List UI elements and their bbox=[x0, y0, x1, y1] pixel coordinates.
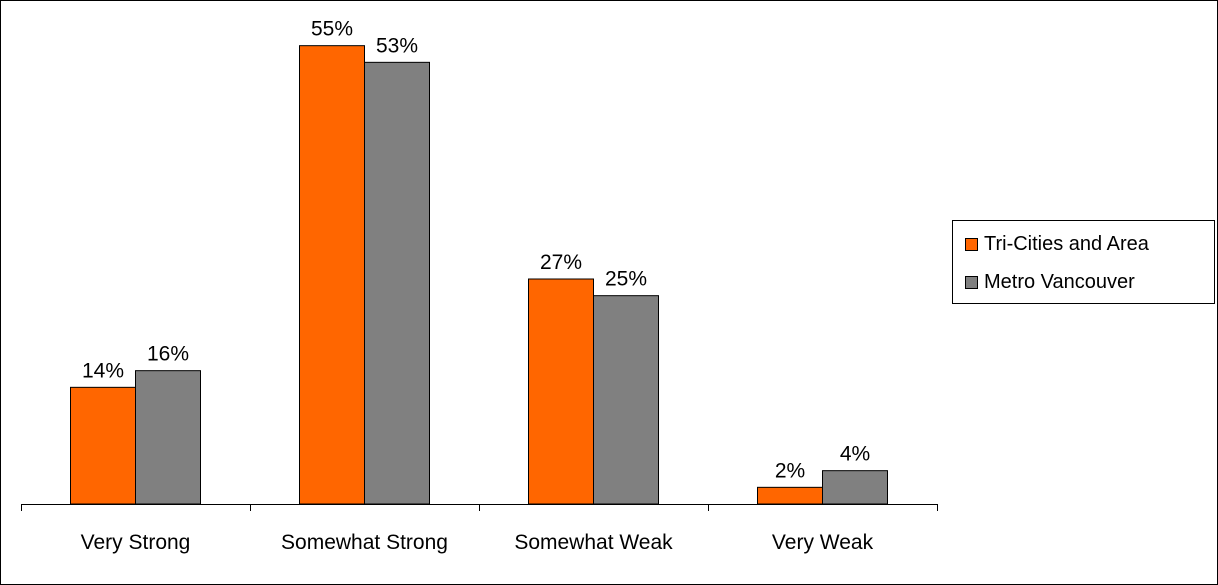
bar-metro-vancouver-somewhat-strong bbox=[364, 61, 430, 505]
legend: Tri-Cities and Area Metro Vancouver bbox=[952, 220, 1215, 304]
bar-tri-cities-and-area-somewhat-weak bbox=[528, 278, 594, 505]
x-tick-label-somewhat-strong: Somewhat Strong bbox=[281, 531, 448, 554]
bar-tri-cities-and-area-somewhat-strong bbox=[299, 45, 365, 505]
legend-item-metro-vancouver: Metro Vancouver bbox=[965, 271, 1135, 294]
legend-swatch-metro-vancouver bbox=[965, 276, 978, 289]
data-label-metro-vancouver-very-strong: 16% bbox=[147, 343, 189, 366]
bar-metro-vancouver-very-strong bbox=[135, 370, 201, 505]
bar-metro-vancouver-somewhat-weak bbox=[593, 295, 659, 505]
x-tick-label-somewhat-weak: Somewhat Weak bbox=[514, 531, 673, 554]
data-label-tri-cities-and-area-very-weak: 2% bbox=[775, 459, 805, 482]
data-label-tri-cities-and-area-somewhat-weak: 27% bbox=[540, 251, 582, 274]
data-label-metro-vancouver-somewhat-strong: 53% bbox=[376, 34, 418, 57]
data-label-metro-vancouver-somewhat-weak: 25% bbox=[605, 268, 647, 291]
data-label-tri-cities-and-area-somewhat-strong: 55% bbox=[311, 18, 353, 41]
x-tick-label-very-weak: Very Weak bbox=[772, 531, 874, 554]
data-label-tri-cities-and-area-very-strong: 14% bbox=[82, 359, 124, 382]
bar-tri-cities-and-area-very-weak bbox=[757, 486, 823, 505]
legend-swatch-tri-cities bbox=[965, 238, 978, 251]
x-tick-label-very-strong: Very Strong bbox=[81, 531, 191, 554]
legend-item-tri-cities: Tri-Cities and Area bbox=[965, 233, 1149, 256]
legend-label-tri-cities: Tri-Cities and Area bbox=[984, 233, 1149, 255]
legend-label-metro-vancouver: Metro Vancouver bbox=[984, 271, 1135, 293]
bar-metro-vancouver-very-weak bbox=[822, 470, 888, 505]
bar-tri-cities-and-area-very-strong bbox=[70, 386, 136, 505]
data-label-metro-vancouver-very-weak: 4% bbox=[840, 443, 870, 466]
